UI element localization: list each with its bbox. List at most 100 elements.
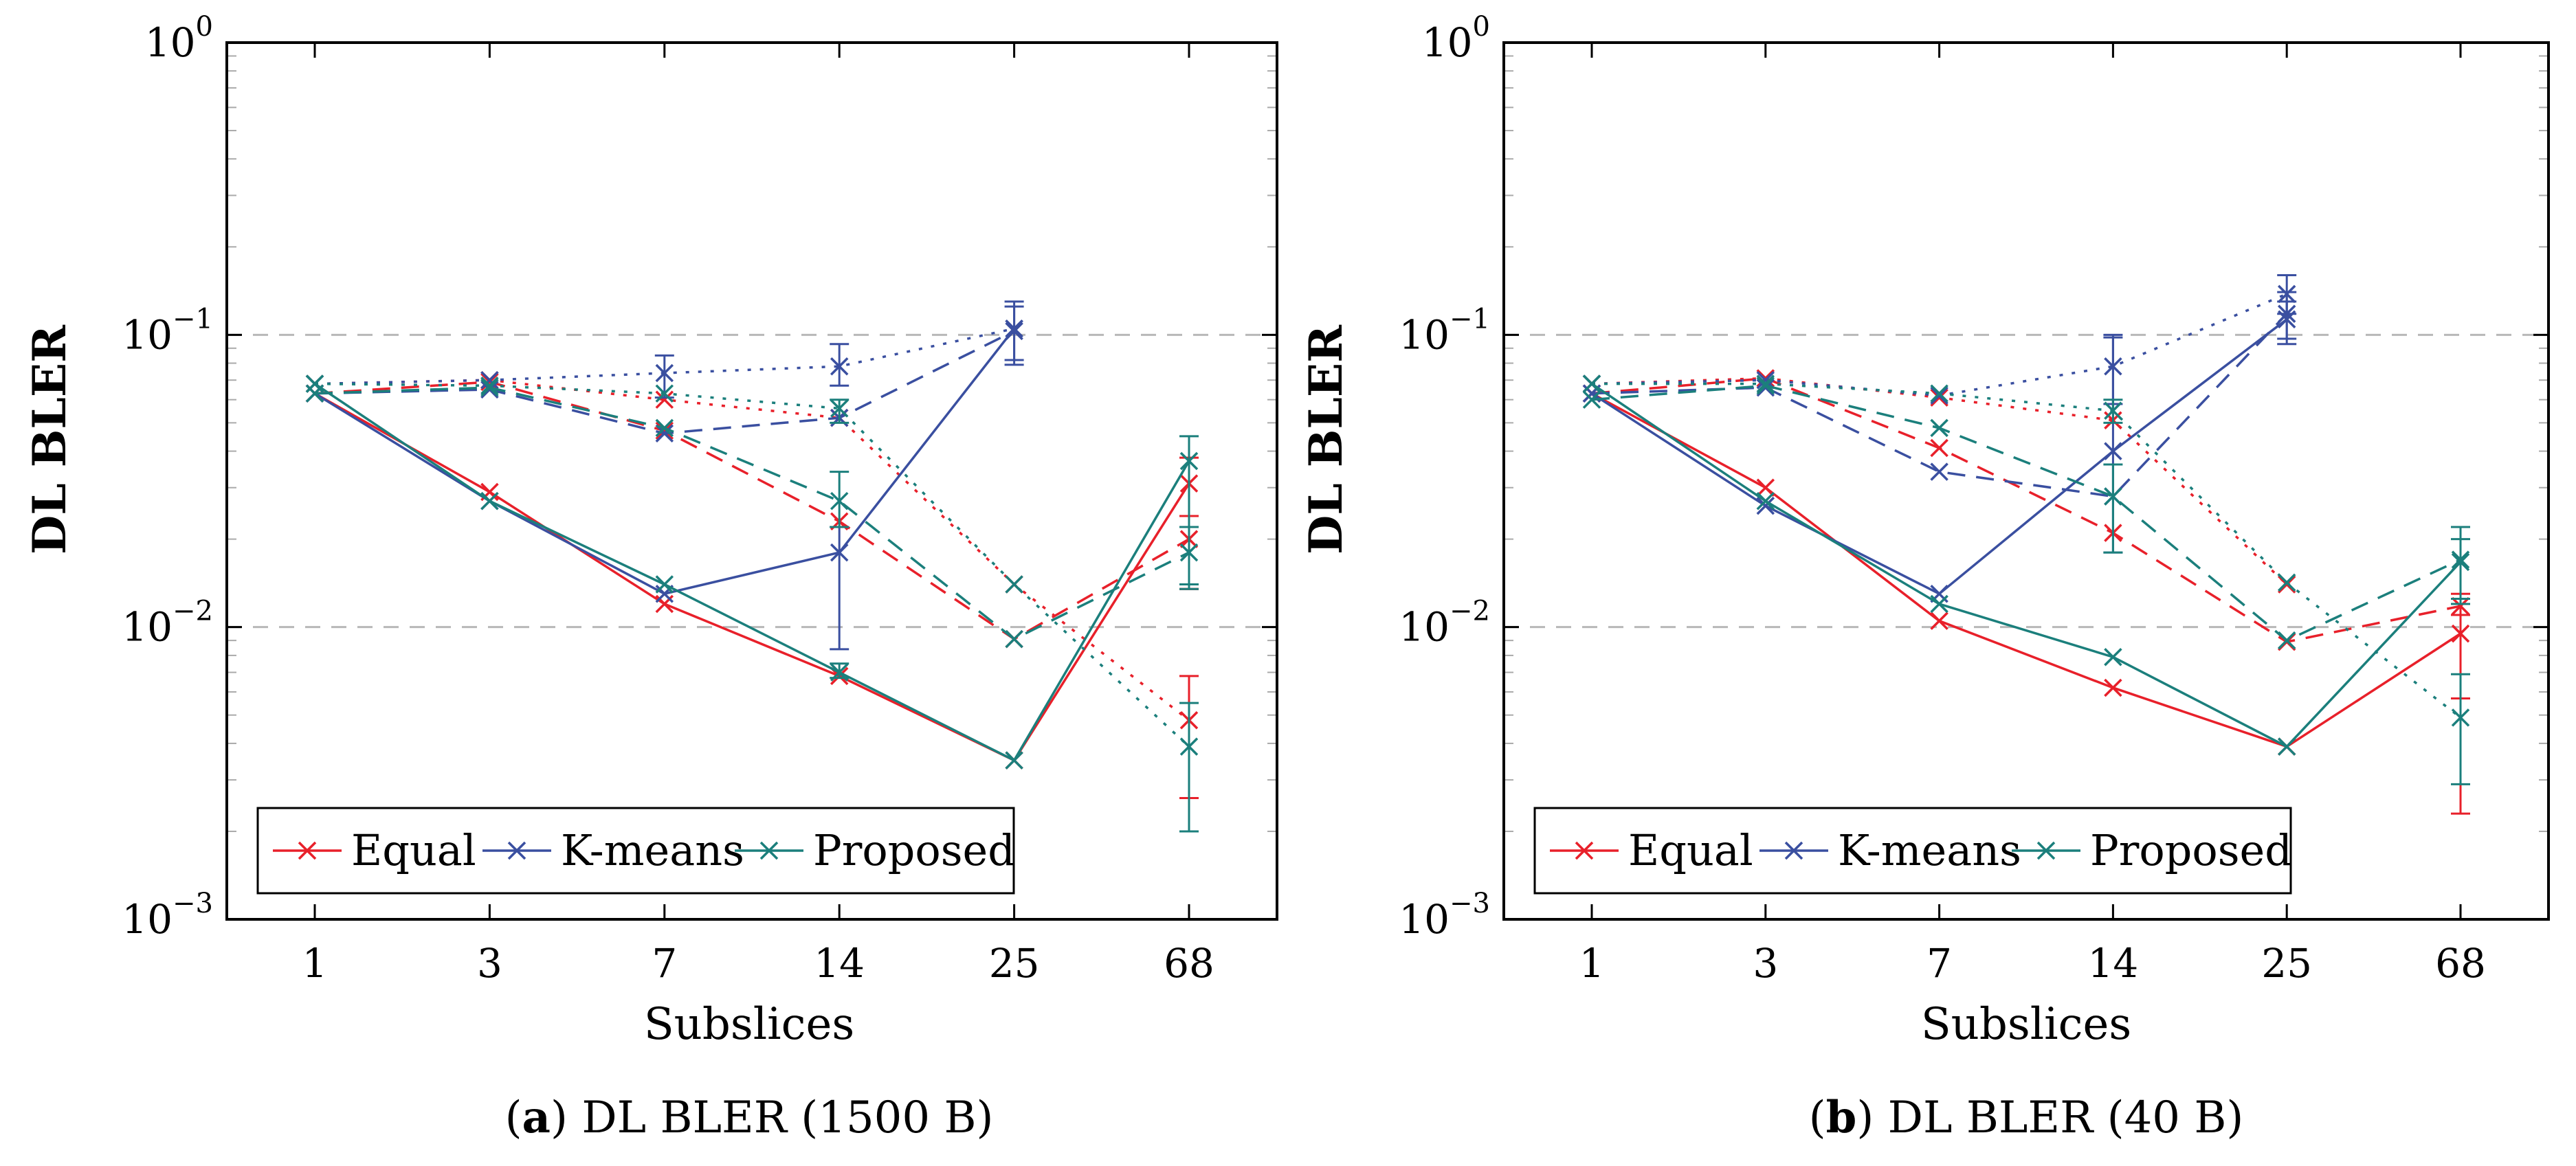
marker-stroke <box>830 357 849 376</box>
marker-stroke <box>1005 319 1023 338</box>
y-tick-label-a-2: 10−1 <box>122 303 213 358</box>
series-line <box>1591 318 2288 596</box>
marker-stroke <box>480 372 499 392</box>
data-point <box>1005 575 1023 594</box>
y-tick-base-b-0: 10 <box>1399 896 1450 943</box>
marker-stroke <box>1930 612 1948 630</box>
marker-stroke <box>1930 386 1948 405</box>
legend-swatch-marker <box>759 841 779 860</box>
marker-stroke <box>1930 418 1948 438</box>
series-line <box>1591 293 2287 397</box>
marker-stroke <box>2104 678 2122 697</box>
data-point <box>1756 491 1775 511</box>
marker-stroke <box>480 378 499 397</box>
y-tick-exponent-a-1: −2 <box>173 596 213 627</box>
data-point <box>830 357 849 376</box>
legend-entry-equal-a: Equal <box>273 825 476 875</box>
series-proposed-dashed-b <box>1582 377 2470 650</box>
legend-label: Equal <box>351 825 476 875</box>
panel-label-a: a <box>522 1092 551 1143</box>
data-point <box>2451 550 2470 569</box>
legend-label: K-means <box>561 825 744 875</box>
data-point <box>1582 374 1601 393</box>
marker-stroke <box>480 370 499 390</box>
data-point <box>1756 377 1775 395</box>
data-point <box>1179 543 1199 562</box>
marker-stroke <box>1930 462 1948 481</box>
y-tick-label-b-3: 100 <box>1422 11 1490 66</box>
data-point <box>1756 478 1775 497</box>
marker-stroke <box>1756 378 1775 397</box>
series-line <box>314 392 1190 762</box>
data-point <box>1930 612 1948 630</box>
y-tick-exponent-a-2: −1 <box>173 303 213 335</box>
data-point <box>2104 678 2122 697</box>
y-tick-base-b-1: 10 <box>1399 604 1450 651</box>
legend-label: Proposed <box>2090 825 2292 875</box>
marker-stroke <box>2277 284 2296 304</box>
data-point <box>1005 319 1023 338</box>
data-point <box>830 543 849 562</box>
y-axis-label-b: DL BLER <box>1299 324 1353 554</box>
data-point <box>1756 378 1775 397</box>
series-layer-b <box>1582 274 2470 815</box>
data-point <box>2104 357 2122 376</box>
data-point <box>830 663 849 682</box>
legend-swatch-marker <box>1575 841 1594 860</box>
x-tick-label-b-4: 25 <box>2261 940 2312 987</box>
data-point <box>1930 438 1948 458</box>
x-tick-label-a-5: 68 <box>1164 940 1214 987</box>
series-equal-solid-b <box>1582 384 2470 815</box>
legend-a: Equal K-means Proposed <box>256 807 1015 895</box>
panel-caption-b: (b) DL BLER (40 B) <box>1809 1092 2244 1143</box>
data-point <box>1930 388 1948 407</box>
marker-stroke <box>655 421 674 440</box>
x-tick-label-b-5: 68 <box>2435 940 2486 987</box>
y-tick-exponent-a-3: 0 <box>196 11 213 43</box>
legend-entry-kmeans-b: K-means <box>1759 825 2021 875</box>
legend-entry-equal-b: Equal <box>1550 825 1753 875</box>
marker-stroke <box>1179 451 1199 471</box>
data-point <box>305 374 324 393</box>
legend-entry-proposed-b: Proposed <box>2012 825 2292 875</box>
marker-stroke <box>830 663 849 682</box>
y-tick-label-a-0: 10−3 <box>122 888 213 943</box>
x-tick-label-a-2: 7 <box>652 940 677 987</box>
data-point <box>830 399 849 418</box>
y-tick-exponent-a-0: −3 <box>173 888 213 919</box>
series-line <box>1591 377 2288 585</box>
series-line <box>314 379 1190 721</box>
marker-stroke <box>1756 369 1775 388</box>
marker-stroke <box>1582 374 1601 393</box>
series-line <box>1591 392 2461 748</box>
legend-box-a <box>256 807 1015 895</box>
marker-stroke <box>830 491 849 511</box>
panel-label-b: b <box>1826 1092 1857 1143</box>
legend-swatch-marker <box>1784 841 1803 860</box>
marker-stroke <box>1005 751 1023 770</box>
series-proposed-dotted-b <box>1582 374 2470 785</box>
marker-stroke <box>2104 442 2122 460</box>
marker-stroke <box>1756 374 1775 393</box>
y-tick-base-a-0: 10 <box>122 896 173 943</box>
marker-stroke <box>655 424 674 443</box>
data-point <box>2104 401 2122 421</box>
y-tick-base-a-1: 10 <box>122 604 173 651</box>
marker-stroke <box>655 575 674 594</box>
data-point <box>655 418 674 438</box>
data-point <box>655 390 674 409</box>
panel-caption-text-a: DL BLER (1500 B) <box>581 1092 993 1143</box>
marker-stroke <box>1756 496 1775 515</box>
data-point <box>1582 390 1601 409</box>
data-point <box>2277 631 2296 650</box>
y-tick-exponent-b-2: −1 <box>1450 303 1490 335</box>
panel-caption-a: (a) DL BLER (1500 B) <box>505 1092 994 1143</box>
reference-gridlines-b <box>1504 333 2549 629</box>
data-point <box>1930 386 1948 405</box>
series-line <box>314 381 1190 641</box>
legend-b: Equal K-means Proposed <box>1533 807 2292 895</box>
plot-frame-b <box>1502 41 2550 921</box>
